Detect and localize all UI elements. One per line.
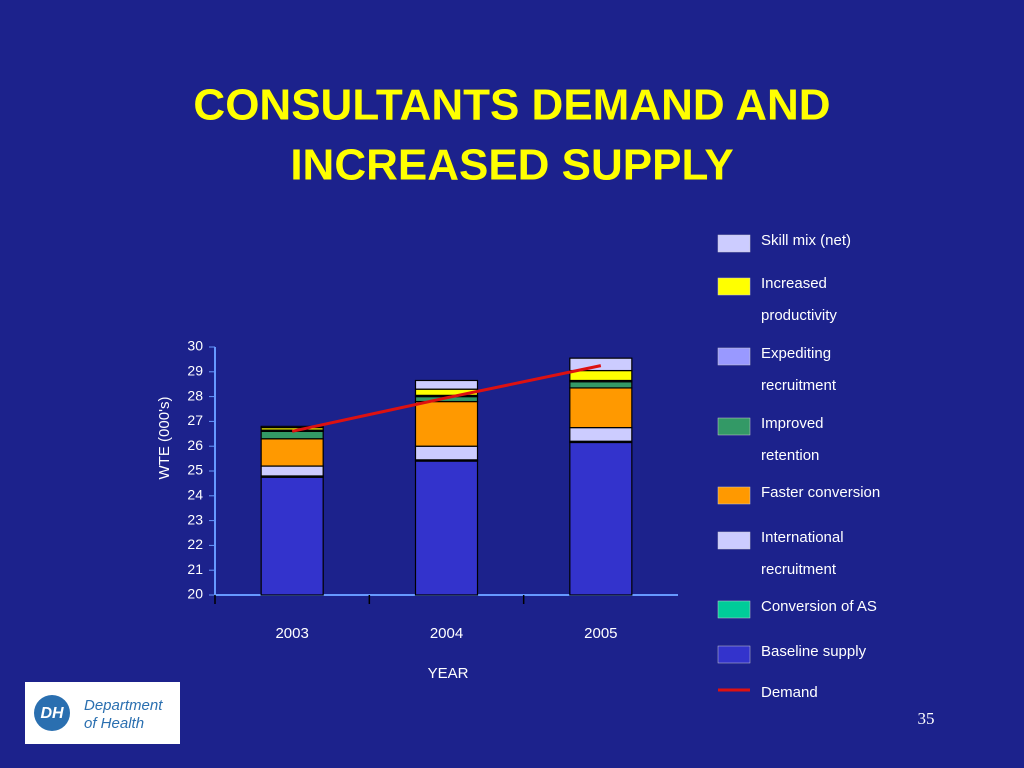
- legend-swatch: [717, 417, 751, 436]
- legend-swatch: [717, 645, 751, 664]
- page-number: 35: [918, 709, 935, 728]
- y-tick-label: 25: [187, 462, 203, 478]
- legend-label-line: recruitment: [761, 377, 837, 394]
- legend-swatch: [717, 600, 751, 619]
- bar-segment: [569, 387, 633, 429]
- legend-label: Expediting recruitment: [761, 345, 837, 394]
- legend-label: Faster conversion: [761, 484, 880, 501]
- logo-mark: DH: [40, 705, 64, 722]
- title-line: INCREASED SUPPLY: [290, 141, 733, 190]
- legend-swatch: [717, 234, 751, 253]
- legend-label: Demand: [761, 684, 818, 701]
- y-tick-label: 21: [187, 561, 203, 577]
- logo-text: Department: [84, 697, 163, 714]
- y-tick-label: 24: [187, 487, 203, 503]
- bar-segment: [414, 400, 479, 447]
- y-tick-label: 27: [187, 412, 203, 428]
- legend-label-line: Improved: [761, 415, 824, 432]
- legend-label-line: Expediting: [761, 345, 831, 362]
- y-axis-label: WTE (000's): [156, 397, 173, 480]
- logo-circle: [34, 695, 70, 731]
- bar-segment: [260, 438, 324, 467]
- y-tick-label: 20: [187, 586, 203, 602]
- legend-label-line: productivity: [761, 307, 837, 324]
- y-tick-label: 28: [187, 387, 203, 403]
- bar-segment: [569, 369, 633, 382]
- legend-label-line: Increased: [761, 275, 827, 292]
- bar-segment: [569, 441, 633, 596]
- legend-label: Increased productivity: [761, 275, 837, 324]
- logo-text: of Health: [84, 715, 144, 732]
- x-tick-label: 2005: [584, 625, 617, 642]
- x-tick-label: 2003: [275, 625, 308, 642]
- x-axis-label: YEAR: [428, 665, 469, 682]
- bar-segment: [414, 460, 479, 596]
- logo: DH Department of Health: [25, 682, 180, 744]
- bar-segment: [569, 381, 633, 389]
- legend-label-line: International: [761, 529, 844, 546]
- legend-swatch: [717, 486, 751, 505]
- legend-label-line: retention: [761, 447, 819, 464]
- y-tick-label: 23: [187, 511, 203, 527]
- legend-label-line: recruitment: [761, 561, 837, 578]
- bar-segment: [260, 465, 324, 477]
- bar-segment: [414, 379, 479, 390]
- y-tick-label: 22: [187, 536, 203, 552]
- legend-swatch: [717, 277, 751, 296]
- bar-segment: [260, 425, 324, 429]
- y-tick-label: 30: [187, 338, 203, 354]
- x-tick-label: 2004: [430, 625, 463, 642]
- legend-label: Baseline supply: [761, 643, 867, 660]
- legend-label: Skill mix (net): [761, 232, 851, 249]
- demand-line: [291, 364, 602, 433]
- legend-swatch: [717, 531, 751, 550]
- bar-segment: [414, 445, 479, 461]
- legend-label: Conversion of AS: [761, 598, 877, 615]
- bar-segment: [260, 430, 324, 440]
- legend-swatch: [717, 347, 751, 366]
- y-tick-label: 29: [187, 363, 203, 379]
- legend-label: International recruitment: [761, 529, 844, 578]
- title-line: CONSULTANTS DEMAND AND: [193, 81, 830, 130]
- bar-segment: [569, 427, 633, 442]
- bar-segment: [260, 476, 324, 596]
- legend-label: Improved retention: [761, 415, 824, 464]
- y-tick-label: 26: [187, 437, 203, 453]
